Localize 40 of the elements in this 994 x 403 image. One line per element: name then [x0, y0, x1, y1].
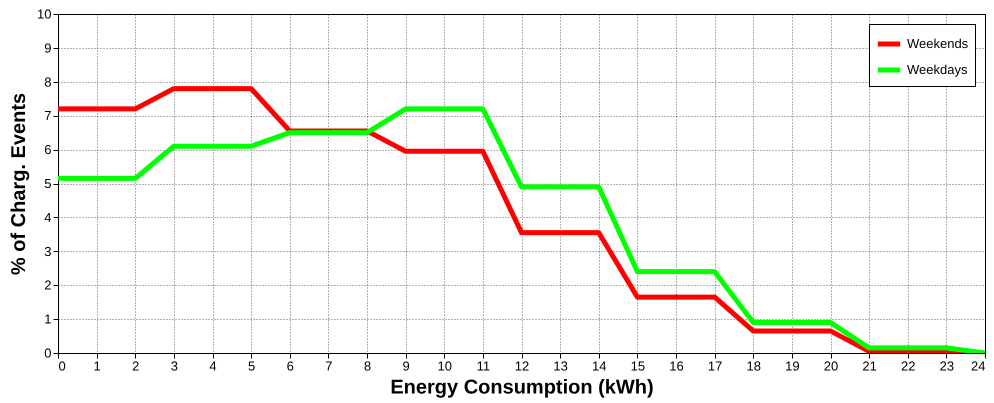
x-axis-title: Energy Consumption (kWh)	[390, 376, 654, 398]
x-tick-label: 2	[132, 358, 140, 374]
y-tick-label: 3	[44, 244, 52, 259]
x-tick-label: 1	[94, 358, 101, 374]
x-tick-label: 21	[862, 358, 877, 374]
x-tick-label: 8	[364, 358, 372, 374]
x-tick-label: 7	[325, 358, 332, 374]
x-tick-label: 20	[824, 358, 838, 374]
x-tick-label: 4	[209, 358, 217, 374]
x-tick-label: 11	[476, 358, 490, 374]
x-tick-label: 18	[746, 358, 761, 374]
y-tick-label: 7	[44, 108, 52, 124]
legend-label: Weekdays	[907, 62, 968, 77]
x-tick-label: 19	[785, 358, 800, 374]
legend-label: Weekends	[907, 36, 969, 51]
x-tick-label: 16	[669, 358, 684, 374]
x-tick-label: 24	[971, 358, 986, 374]
y-tick-label: 0	[44, 346, 52, 360]
x-tick-label: 9	[402, 358, 410, 374]
x-tick-label: 10	[438, 358, 452, 374]
y-tick-label: 9	[44, 40, 52, 56]
x-tick-label: 13	[553, 358, 568, 374]
y-tick-label: 4	[44, 210, 52, 225]
y-tick-label: 5	[44, 176, 52, 191]
x-tick-label: 0	[58, 358, 66, 374]
y-tick-label: 8	[44, 74, 52, 90]
y-tick-label: 6	[44, 142, 52, 158]
x-tick-label: 6	[286, 358, 294, 374]
x-tick-label: 22	[901, 358, 916, 374]
x-tick-label: 15	[630, 358, 646, 374]
y-axis-title: % of Charg. Events	[8, 92, 30, 276]
x-tick-label: 5	[248, 358, 256, 374]
y-tick-label: 2	[44, 278, 52, 293]
x-tick-label: 14	[592, 358, 606, 374]
x-tick-label: 23	[940, 358, 954, 374]
y-tick-label: 1	[44, 312, 52, 327]
x-tick-label: 12	[514, 358, 530, 374]
x-tick-label: 3	[170, 358, 178, 374]
x-tick-label: 17	[708, 358, 722, 374]
y-tick-label: 10	[37, 6, 52, 22]
